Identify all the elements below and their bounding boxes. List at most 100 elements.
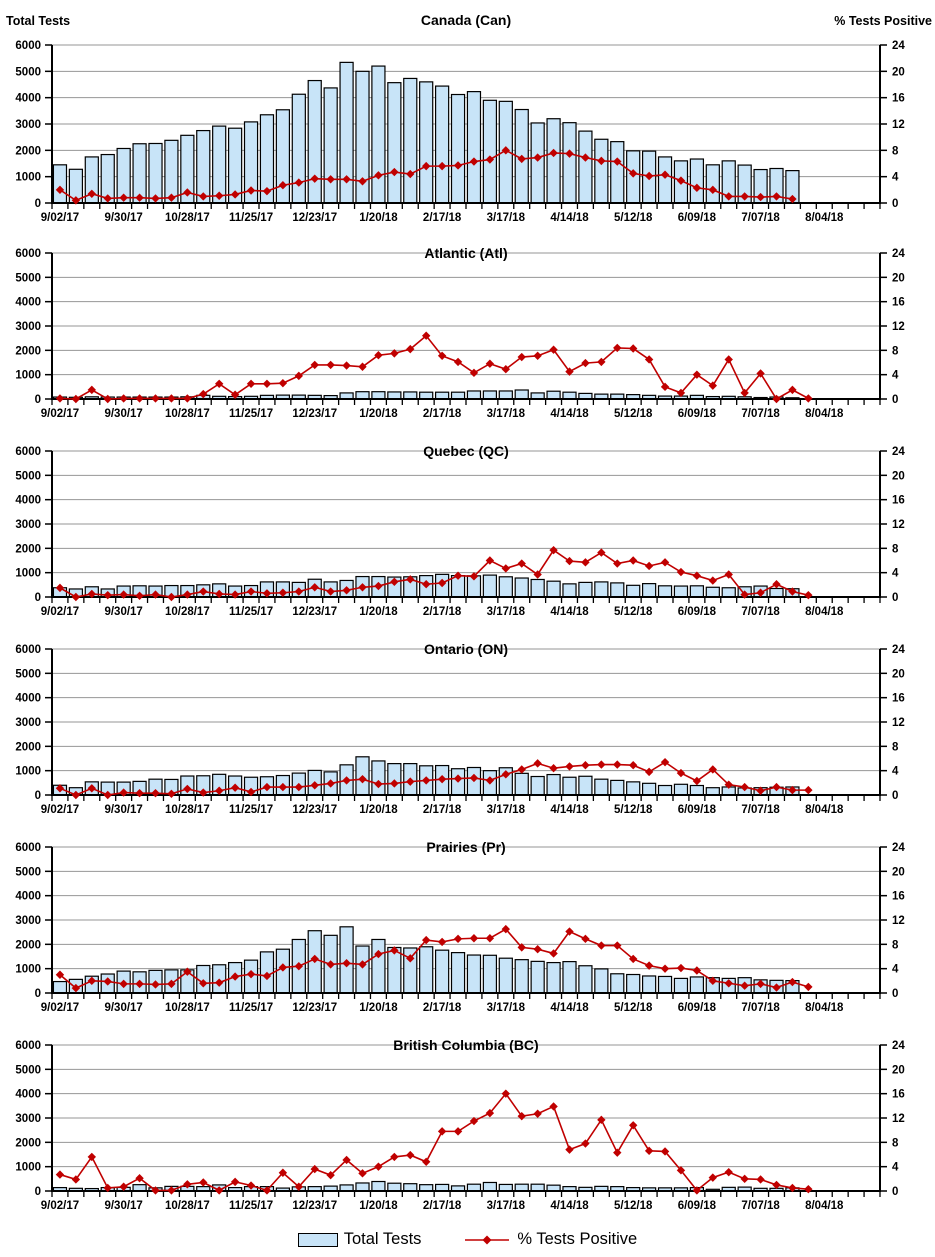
x-tick-label: 12/23/17 [292,408,337,420]
x-tick-label: 4/14/18 [550,804,589,816]
bar [641,583,657,598]
bar [594,138,609,204]
bar [594,968,609,994]
diamond-marker [167,979,176,989]
diamond-marker [485,359,495,368]
diamond-marker [374,351,383,360]
bar [307,79,322,204]
bar [148,142,163,204]
bar [514,1183,529,1192]
bar [371,65,386,204]
diamond-marker [87,385,97,395]
diamond-marker [199,389,208,399]
diamond-marker [628,169,638,178]
x-tick-label: 8/04/18 [805,1002,844,1014]
x-tick-label: 10/28/17 [165,606,210,618]
left-tick-label: 4000 [15,495,41,507]
bar [562,961,577,994]
right-tick-label: 0 [892,790,898,802]
right-tick-label: 24 [892,1040,905,1052]
diamond-marker [533,945,542,954]
bar [371,391,386,400]
bar [434,949,450,994]
left-tick-label: 3000 [15,915,41,927]
diamond-marker [581,358,590,368]
diamond-marker [87,189,97,198]
bar [578,775,593,796]
bar [705,787,720,796]
left-tick-label: 3000 [15,519,41,531]
diamond-marker [660,170,670,179]
bar [450,391,466,400]
diamond-marker [406,1150,415,1160]
diamond-marker [788,977,797,987]
diamond-marker [151,1186,160,1195]
right-tick-label: 20 [892,866,905,878]
diamond-marker [485,556,495,565]
diamond-marker [437,578,447,588]
right-tick-label: 0 [892,1186,898,1198]
pct-positive-line [55,146,797,205]
x-tick-label: 11/25/17 [229,408,273,420]
x-tick-label: 12/23/17 [292,1002,337,1014]
x-tick-label: 1/20/18 [359,212,398,224]
diamond-marker [708,976,718,986]
diamond-marker [326,587,335,596]
bar [610,779,625,796]
diamond-marker [135,979,144,989]
x-tick-label: 6/09/18 [678,804,717,816]
chart-title: Prairies (Pr) [426,839,506,855]
right-tick-label: 20 [892,470,905,482]
bar [466,1183,482,1192]
left-tick-label: 1000 [15,964,41,976]
diamond-marker [374,1162,383,1171]
bar [419,946,434,994]
diamond-marker [804,1184,813,1194]
diamond-marker [756,588,765,597]
bar [689,585,705,598]
bar [562,583,577,598]
diamond-marker [262,186,272,196]
diamond-marker [788,587,797,596]
diamond-marker [406,777,415,786]
diamond-marker [565,367,574,376]
diamond-marker [549,345,558,354]
diamond-marker [485,155,495,164]
diamond-marker [262,1186,272,1195]
x-tick-label: 4/14/18 [550,212,589,224]
left-tick-label: 0 [35,1186,41,1198]
diamond-marker [533,759,542,768]
left-tick-label: 4000 [15,891,41,903]
left-tick-label: 2000 [15,543,41,555]
diamond-marker [597,760,606,769]
diamond-marker [597,1115,606,1125]
diamond-marker [485,934,495,943]
diamond-marker [517,352,526,362]
diamond-marker [740,388,749,398]
bar [562,776,577,796]
diamond-marker [214,1186,224,1195]
diamond-marker [644,561,654,571]
bar [705,164,720,204]
bar [450,93,466,204]
chart-title: Quebec (QC) [423,443,509,459]
diamond-marker [183,394,192,403]
total-tests-bars [52,61,800,204]
diamond-marker [151,980,160,989]
chart-atlantic: Atlantic (Atl) 0 1000 2000 3000 4000 5000 6000… [0,232,935,430]
diamond-marker [294,1182,304,1191]
diamond-marker [214,191,224,200]
bar [626,781,641,796]
bar [689,158,705,204]
bar [355,1182,370,1192]
left-tick-label: 4000 [15,93,41,105]
x-tick-label: 9/30/17 [104,1200,142,1212]
left-axis-title: Total Tests [6,14,71,28]
diamond-marker [565,556,574,566]
bar [52,980,68,994]
x-tick-label: 9/02/17 [41,212,79,224]
right-tick-label: 16 [892,1089,905,1101]
diamond-marker [262,379,272,388]
x-tick-label: 5/12/18 [614,606,653,618]
x-tick-label: 9/02/17 [41,606,79,618]
